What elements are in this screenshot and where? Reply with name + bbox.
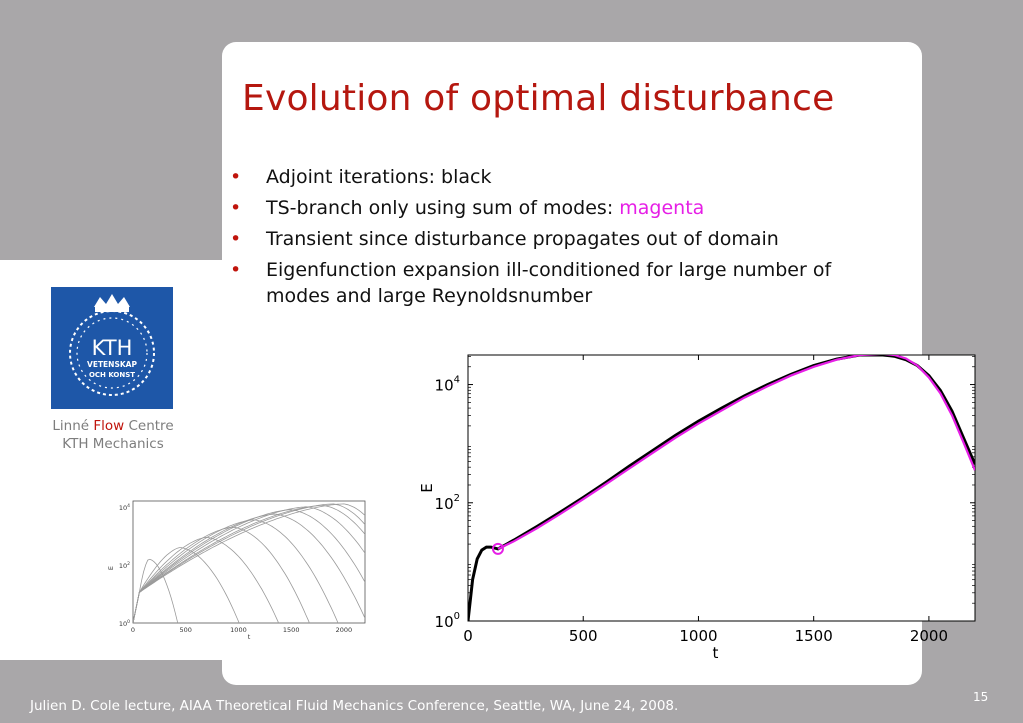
logo-text-line2: VETENSKAP xyxy=(87,360,137,369)
x-tick-label: 0 xyxy=(463,627,473,645)
energy-chart: 0 500 1000 1500 2000 100 102 104 t E xyxy=(418,354,976,662)
bullet-item: • Eigenfunction expansion ill-conditioned… xyxy=(230,259,832,307)
thumb-x-tick-label: 0 xyxy=(131,626,135,634)
thumb-y-axis-label: E xyxy=(107,566,115,570)
x-tick-label: 500 xyxy=(569,627,598,645)
bullet-list: • Adjoint iterations: black • TS-branch on… xyxy=(228,164,878,314)
y-tick-label: 102 xyxy=(435,493,460,513)
thumb-series-line xyxy=(133,503,365,623)
x-tick-label: 1500 xyxy=(795,627,833,645)
bullet-marker: • xyxy=(230,259,242,281)
start-marker xyxy=(491,542,504,555)
thumb-x-tick-label: 1500 xyxy=(283,626,300,634)
y-tick-label: 100 xyxy=(435,611,460,631)
thumb-series-line xyxy=(133,503,365,623)
bullet-item: • Adjoint iterations: black xyxy=(230,166,492,188)
thumb-y-tick-label: 102 xyxy=(119,561,130,570)
magenta-word: magenta xyxy=(619,197,705,219)
thumb-x-tick-label: 1000 xyxy=(230,626,247,634)
thumb-plot-frame xyxy=(132,500,366,624)
thumb-series-line xyxy=(133,558,179,623)
kth-emblem-icon: KTH VETENSKAP OCH KONST xyxy=(69,294,155,396)
plot-frame xyxy=(467,354,976,622)
slide-title: Evolution of optimal disturbance xyxy=(242,78,835,119)
bullet-item: • Transient since disturbance propagates … xyxy=(230,228,779,250)
y-tick-label: 104 xyxy=(435,375,460,395)
thumb-y-tick-label: 104 xyxy=(119,503,130,512)
x-tick-label: 1000 xyxy=(679,627,717,645)
thumb-x-axis-label: t xyxy=(248,633,251,641)
thumb-series-line xyxy=(133,506,365,623)
thumbnail-chart: 0 500 1000 1500 2000 100 102 104 t E xyxy=(107,500,366,641)
bullet-marker: • xyxy=(230,166,242,188)
y-axis-label: E xyxy=(418,483,436,492)
bullet-marker: • xyxy=(230,228,242,250)
thumb-series-line xyxy=(133,513,365,623)
page-number: 15 xyxy=(973,690,989,704)
footer-text: Julien D. Cole lecture, AIAA Theoretical… xyxy=(30,698,679,714)
x-tick-label: 2000 xyxy=(910,627,948,645)
thumb-y-tick-label: 100 xyxy=(119,619,130,628)
thumb-x-tick-label: 2000 xyxy=(336,626,353,634)
series-line-ts-branch xyxy=(497,355,975,550)
x-axis-label: t xyxy=(713,644,719,662)
logo-text-kth: KTH xyxy=(92,336,133,360)
thumb-series-line xyxy=(133,519,339,623)
logo-text-line3: OCH KONST xyxy=(89,371,135,379)
thumb-series-line xyxy=(133,547,240,623)
thumb-x-tick-label: 500 xyxy=(180,626,192,634)
thumb-series-line xyxy=(133,509,365,623)
bullet-marker: • xyxy=(230,197,242,219)
logo-caption: Linné Flow Centre KTH Mechanics xyxy=(52,418,174,452)
bullet-item: • TS-branch only using sum of modes: mage… xyxy=(230,197,705,219)
kth-logo: KTH VETENSKAP OCH KONST xyxy=(51,287,173,409)
